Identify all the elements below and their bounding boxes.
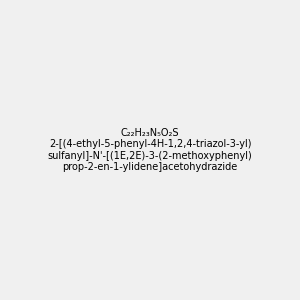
Text: C₂₂H₂₃N₅O₂S
2-[(4-ethyl-5-phenyl-4H-1,2,4-triazol-3-yl)
sulfanyl]-N'-[(1E,2E)-3-: C₂₂H₂₃N₅O₂S 2-[(4-ethyl-5-phenyl-4H-1,2,… bbox=[48, 128, 252, 172]
